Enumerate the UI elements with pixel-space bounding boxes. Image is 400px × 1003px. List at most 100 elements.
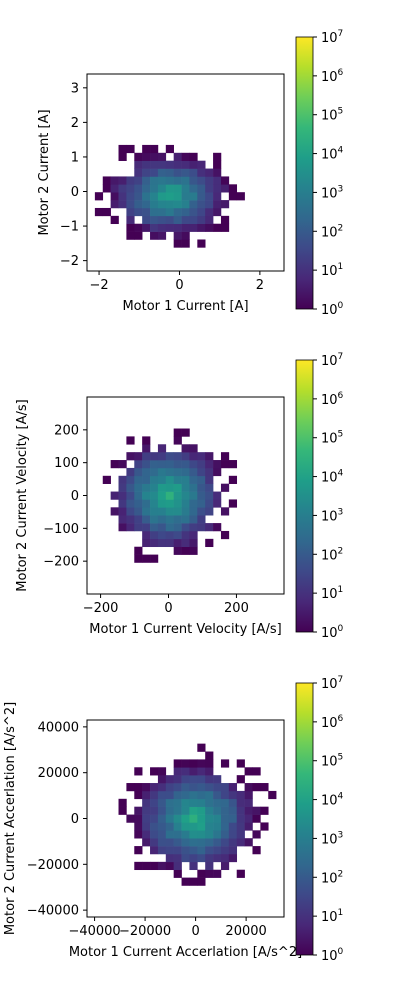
heatmap-cell: [142, 160, 151, 169]
heatmap-cell: [220, 223, 230, 232]
heatmap-cell: [165, 491, 174, 500]
heatmap-cell: [173, 231, 182, 240]
heatmap-cell: [181, 160, 190, 169]
heatmap-cell: [189, 861, 198, 871]
heatmap-cell: [150, 767, 159, 776]
heatmap-cell: [205, 523, 214, 532]
heatmap-cell: [142, 176, 151, 185]
heatmap-cell: [150, 554, 159, 563]
heatmap-cells: [102, 428, 238, 563]
heatmap-cell: [134, 467, 143, 477]
heatmap-cell: [260, 806, 269, 815]
heatmap-cell: [150, 491, 159, 500]
heatmap-cell: [150, 806, 159, 815]
heatmap-cell: [205, 783, 214, 792]
heatmap-cell: [150, 467, 159, 477]
heatmap-cell: [150, 483, 159, 492]
heatmap-cell: [236, 830, 245, 839]
heatmap-cell: [260, 822, 269, 831]
heatmap-cell: [150, 515, 159, 524]
heatmap-cell: [189, 168, 198, 177]
heatmap-cell: [220, 783, 230, 792]
heatmap-cell: [165, 846, 174, 855]
heatmap-cell: [134, 168, 143, 177]
heatmap-cell: [150, 207, 159, 217]
heatmap-cell: [197, 192, 206, 201]
heatmap-cell: [157, 783, 167, 792]
colorbar-tick-label: 105: [321, 753, 343, 770]
heatmap-cell: [213, 499, 222, 508]
heatmap-cell: [173, 483, 182, 492]
heatmap-cell: [189, 546, 198, 555]
heatmap-cell: [142, 152, 151, 161]
heatmap-cell: [118, 798, 127, 807]
heatmap-cell: [134, 152, 143, 161]
heatmap-cell: [220, 853, 230, 863]
heatmap-cell: [220, 790, 230, 800]
colorbar-tick-label: 106: [321, 391, 344, 408]
heatmap-cell: [213, 814, 222, 823]
heatmap-cell: [213, 783, 222, 792]
heatmap-cell: [134, 491, 143, 500]
heatmap-cell: [189, 846, 198, 855]
heatmap-cell: [181, 428, 190, 437]
heatmap-cell: [213, 790, 222, 800]
heatmap-cell: [213, 806, 222, 815]
heatmap-cell: [142, 798, 151, 807]
heatmap-cell: [244, 838, 253, 847]
colorbar-tick-label: 103: [321, 507, 343, 524]
colorbar-gradient: [295, 682, 314, 956]
heatmap-cell: [150, 160, 159, 169]
heatmap-cell: [244, 822, 253, 831]
heatmap-cell: [189, 491, 198, 500]
heatmap-cell: [213, 798, 222, 807]
heatmap-cell: [134, 207, 143, 217]
heatmap-cell: [189, 538, 198, 548]
heatmap-cell: [150, 200, 159, 209]
heatmap-cell: [157, 838, 167, 847]
heatmap-cell: [228, 853, 238, 863]
heatmap-cell: [197, 184, 206, 193]
colorbar-gradient: [295, 36, 314, 310]
heatmap-cell: [165, 200, 174, 209]
heatmap-cell: [134, 460, 143, 469]
heatmap-cell: [142, 215, 151, 225]
heatmap-cell: [157, 491, 167, 500]
heatmap-cell: [205, 184, 214, 193]
heatmap-cell: [157, 475, 167, 484]
heatmap-cell: [236, 869, 245, 878]
x-tick-label: 0: [164, 601, 172, 616]
heatmap-cell: [181, 877, 190, 886]
y-tick-label: −20000: [27, 858, 79, 873]
heatmap-cell: [126, 144, 135, 154]
heatmap-cell: [181, 515, 190, 524]
heatmap-cell: [94, 192, 104, 201]
heatmap-cell: [213, 176, 222, 185]
heatmap-cell: [213, 200, 222, 209]
heatmap-cell: [189, 853, 198, 863]
heatmap-cell: [181, 460, 190, 469]
heatmap-cell: [173, 192, 182, 201]
heatmap-cell: [118, 200, 127, 209]
heatmap-cell: [173, 491, 182, 500]
heatmap-cell: [181, 168, 190, 177]
heatmap-cell: [110, 192, 119, 201]
heatmap-cell: [157, 467, 167, 477]
heatmap-cell: [150, 184, 159, 193]
heatmap-cell: [126, 783, 135, 792]
colorbar: 100 101 102 103 104 105 106 107: [295, 675, 344, 964]
heatmap-cell: [126, 491, 135, 500]
heatmap-cell: [134, 846, 143, 855]
heatmap-cell: [205, 200, 214, 209]
heatmap-cell: [142, 822, 151, 831]
heatmap-cell: [189, 444, 198, 453]
heatmap-cell: [134, 231, 143, 240]
heatmap-cell: [197, 830, 206, 839]
heatmap-cell: [165, 168, 174, 177]
heatmap-cell: [189, 200, 198, 209]
heatmap-cell: [189, 523, 198, 532]
heatmap-cell: [189, 822, 198, 831]
heatmap-cell: [157, 207, 167, 217]
heatmap-cell: [181, 523, 190, 532]
heatmap-cell: [228, 790, 238, 800]
